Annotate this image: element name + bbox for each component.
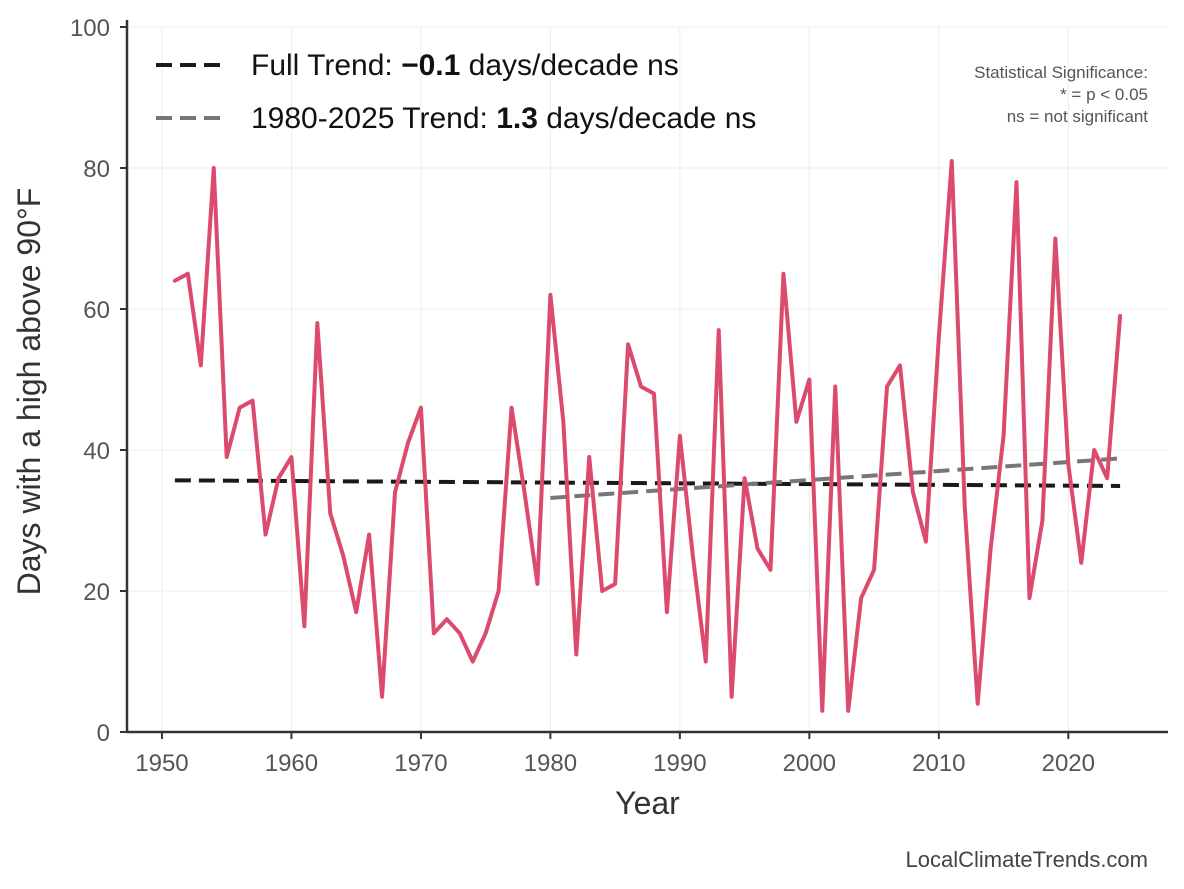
y-axis-title: Days with a high above 90°F <box>11 188 47 596</box>
x-tick-label: 2010 <box>912 750 965 777</box>
watermark: LocalClimateTrends.com <box>905 847 1149 872</box>
y-tick-label: 80 <box>83 156 110 183</box>
trend-line-2 <box>550 456 1121 500</box>
y-tick-label: 20 <box>83 579 110 606</box>
x-tick-label: 2020 <box>1042 750 1095 777</box>
significance-note: Statistical Significance: * = p < 0.05 ns … <box>974 63 1148 126</box>
trend-lines <box>174 456 1121 500</box>
trend-line-1 <box>174 478 1121 488</box>
series-line <box>172 158 1123 713</box>
significance-line-2: * = p < 0.05 <box>1060 85 1148 104</box>
y-tick-label: 40 <box>83 438 110 465</box>
legend-label-2: 1980-2025 Trend: 1.3 days/decade ns <box>251 102 756 135</box>
y-tick-label: 0 <box>97 720 110 747</box>
x-tick-label: 2000 <box>783 750 836 777</box>
significance-line-1: Statistical Significance: <box>974 63 1148 82</box>
x-tick-label: 1970 <box>394 750 447 777</box>
x-tick-label: 1950 <box>135 750 188 777</box>
y-axis-ticks: 0 20 40 60 80 100 <box>70 15 127 747</box>
x-tick-label: 1980 <box>524 750 577 777</box>
x-axis-title: Year <box>615 785 680 821</box>
y-tick-label: 100 <box>70 15 110 42</box>
legend-label-1: Full Trend: −0.1 days/decade ns <box>251 49 679 82</box>
x-tick-label: 1960 <box>265 750 318 777</box>
y-tick-label: 60 <box>83 297 110 324</box>
significance-line-3: ns = not significant <box>1007 107 1149 126</box>
x-axis-ticks: 1950 1960 1970 1980 1990 2000 2010 2020 <box>135 732 1095 777</box>
legend: Full Trend: −0.1 days/decade ns 1980-2025… <box>156 49 756 135</box>
axes <box>125 20 1168 734</box>
x-tick-label: 1990 <box>653 750 706 777</box>
